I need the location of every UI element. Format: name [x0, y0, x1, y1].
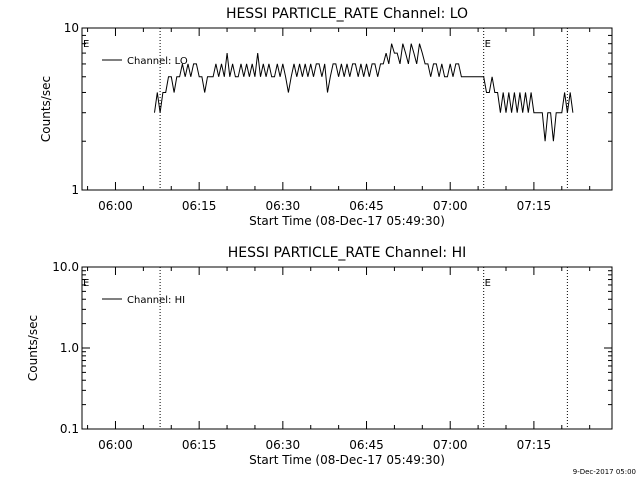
x-axis-label: Start Time (08-Dec-17 05:49:30)	[249, 214, 445, 228]
x-axis-label: Start Time (08-Dec-17 05:49:30)	[249, 453, 445, 467]
x-tick-label: 06:45	[349, 199, 384, 213]
x-tick-label: 07:15	[517, 199, 552, 213]
y-axis-label: Counts/sec	[26, 315, 40, 381]
y-tick-label: 1.0	[60, 341, 79, 355]
x-tick-label: 06:00	[98, 199, 133, 213]
x-tick-label: 06:15	[182, 438, 217, 452]
y-tick-label: 0.1	[60, 422, 79, 436]
legend-label: Channel: HI	[127, 295, 185, 306]
y-tick-label: 10	[64, 21, 79, 35]
x-tick-label: 06:30	[266, 199, 301, 213]
x-tick-label: 07:00	[433, 199, 468, 213]
x-tick-label: 06:15	[182, 199, 217, 213]
chart-panel-hi: HESSI PARTICLE_RATE Channel: HI 06:00 06:1…	[26, 245, 613, 467]
event-marker-label: E	[485, 278, 491, 289]
x-tick-label: 06:45	[349, 438, 384, 452]
x-tick-label: 07:00	[433, 438, 468, 452]
plot-frame	[81, 27, 613, 191]
plot-frame	[81, 266, 613, 430]
y-tick-label: 10.0	[52, 260, 79, 274]
y-axis-label: Counts/sec	[39, 76, 53, 142]
x-tick-label: 07:15	[517, 438, 552, 452]
event-marker-label: E	[83, 278, 89, 289]
chart-title: HESSI PARTICLE_RATE Channel: LO	[226, 6, 468, 22]
event-marker-label: E	[83, 39, 89, 50]
event-marker-label: E	[485, 39, 491, 50]
footer-timestamp: 9-Dec-2017 05:00	[573, 468, 636, 476]
chart-panel-lo: HESSI PARTICLE_RATE Channel: LO 06:00 06:1…	[39, 6, 613, 228]
y-tick-label: 1	[71, 183, 79, 197]
x-tick-label: 06:30	[266, 438, 301, 452]
chart-title: HESSI PARTICLE_RATE Channel: HI	[228, 245, 466, 261]
legend-label: Channel: LO	[127, 56, 188, 67]
series-line-lo	[154, 43, 574, 142]
x-tick-label: 06:00	[98, 438, 133, 452]
